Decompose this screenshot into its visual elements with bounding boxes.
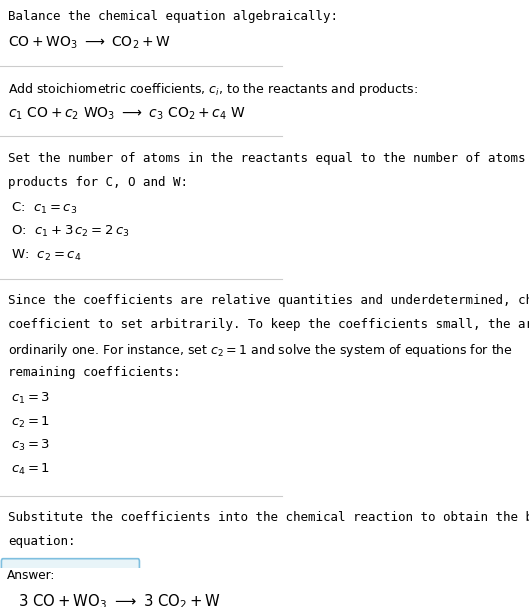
Text: Set the number of atoms in the reactants equal to the number of atoms in the: Set the number of atoms in the reactants…	[8, 152, 529, 164]
Text: O:  $c_1 + 3\,c_2 = 2\,c_3$: O: $c_1 + 3\,c_2 = 2\,c_3$	[11, 225, 130, 240]
Text: remaining coefficients:: remaining coefficients:	[8, 365, 181, 379]
Text: $\mathregular{3\ CO + WO_3\ \longrightarrow\ 3\ CO_2 + W}$: $\mathregular{3\ CO + WO_3\ \longrightar…	[19, 593, 222, 607]
Text: products for C, O and W:: products for C, O and W:	[8, 175, 188, 189]
Text: Substitute the coefficients into the chemical reaction to obtain the balanced: Substitute the coefficients into the che…	[8, 512, 529, 524]
Text: Since the coefficients are relative quantities and underdetermined, choose a: Since the coefficients are relative quan…	[8, 294, 529, 307]
Text: $c_1\ \mathregular{CO} + c_2\ \mathregular{WO_3}\ \longrightarrow\ c_3\ \mathreg: $c_1\ \mathregular{CO} + c_2\ \mathregul…	[8, 106, 246, 122]
Text: $c_3 = 3$: $c_3 = 3$	[11, 438, 50, 453]
Text: $c_2 = 1$: $c_2 = 1$	[11, 415, 50, 430]
Text: equation:: equation:	[8, 535, 76, 548]
Text: Add stoichiometric coefficients, $c_i$, to the reactants and products:: Add stoichiometric coefficients, $c_i$, …	[8, 81, 418, 98]
Text: W:  $c_2 = c_4$: W: $c_2 = c_4$	[11, 248, 81, 263]
Text: ordinarily one. For instance, set $c_2 = 1$ and solve the system of equations fo: ordinarily one. For instance, set $c_2 =…	[8, 342, 514, 359]
Text: Answer:: Answer:	[7, 569, 56, 582]
FancyBboxPatch shape	[2, 558, 140, 607]
Text: $\mathregular{CO + WO_3\ \longrightarrow\ CO_2 + W}$: $\mathregular{CO + WO_3\ \longrightarrow…	[8, 35, 171, 52]
Text: Balance the chemical equation algebraically:: Balance the chemical equation algebraica…	[8, 10, 339, 23]
Text: $c_4 = 1$: $c_4 = 1$	[11, 462, 50, 477]
Text: coefficient to set arbitrarily. To keep the coefficients small, the arbitrary va: coefficient to set arbitrarily. To keep …	[8, 318, 529, 331]
Text: $c_1 = 3$: $c_1 = 3$	[11, 390, 50, 405]
Text: C:  $c_1 = c_3$: C: $c_1 = c_3$	[11, 200, 78, 215]
